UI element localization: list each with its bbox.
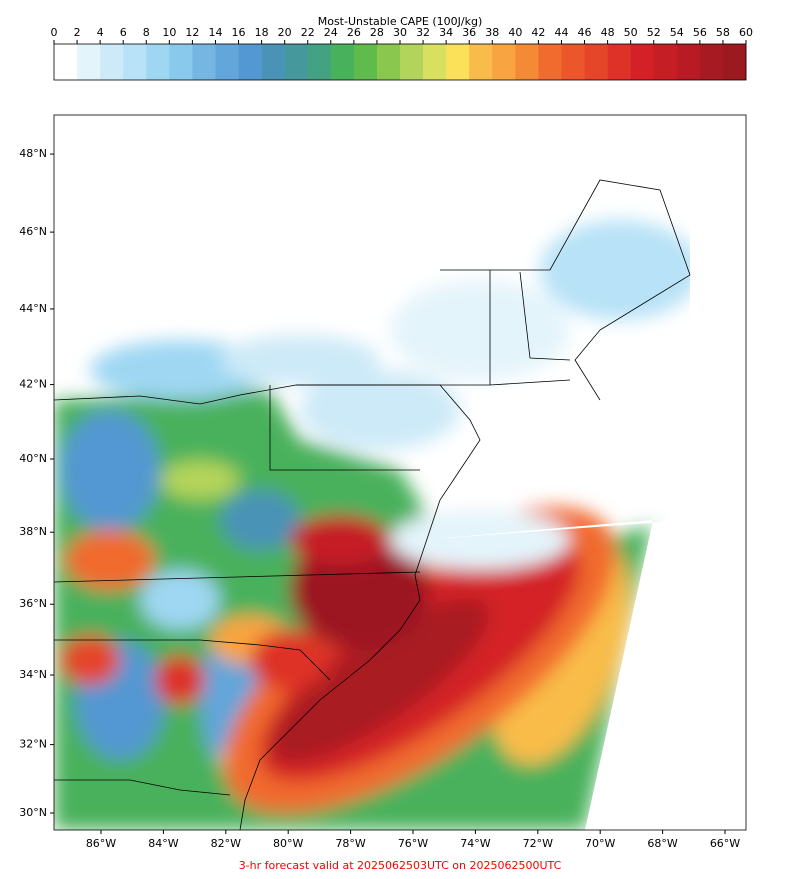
colorbar-segment xyxy=(192,44,216,80)
lon-tick-label: 82°W xyxy=(211,837,241,850)
colorbar-segment xyxy=(699,44,724,80)
colorbar-segment xyxy=(722,44,747,80)
colorbar-tick-label: 54 xyxy=(670,26,684,39)
lat-tick-label: 40°N xyxy=(19,452,47,465)
cape-field xyxy=(54,115,746,830)
colorbar-segment xyxy=(400,44,424,80)
colorbar-segment xyxy=(77,44,101,80)
colorbar-tick-label: 22 xyxy=(301,26,315,39)
colorbar-segment xyxy=(584,44,608,80)
colorbar-tick-label: 40 xyxy=(508,26,522,39)
lat-tick-label: 32°N xyxy=(19,738,47,751)
colorbar-tick-label: 36 xyxy=(462,26,476,39)
map-axes: 48°N 46°N 44°N 42°N 40°N 38°N 36°N 34°N 32°N 30°N… xyxy=(19,147,740,850)
lon-tick-label: 66°W xyxy=(710,837,740,850)
colorbar-tick-label: 42 xyxy=(531,26,545,39)
colorbar-segment xyxy=(561,44,585,80)
colorbar-segment xyxy=(515,44,539,80)
colorbar-tick-label: 44 xyxy=(554,26,568,39)
colorbar-tick-label: 18 xyxy=(255,26,269,39)
colorbar-segment xyxy=(446,44,470,80)
colorbar-tick-label: 28 xyxy=(370,26,384,39)
colorbar-segment xyxy=(238,44,262,80)
colorbar-segment xyxy=(376,44,401,80)
lon-tick-label: 68°W xyxy=(647,837,677,850)
colorbar-segment xyxy=(261,44,285,80)
colorbar: 0 2 4 6 8 10 12 14 16 18 20 22 24 26 28 30 32 34 36 38 40 42 4… xyxy=(51,26,753,80)
map-frame xyxy=(53,114,747,831)
colorbar-segment xyxy=(215,44,239,80)
lon-tick-label: 76°W xyxy=(398,837,428,850)
colorbar-tick-label: 48 xyxy=(601,26,615,39)
colorbar-tick-label: 6 xyxy=(120,26,127,39)
colorbar-frame xyxy=(53,43,747,81)
colorbar-segment xyxy=(469,44,493,80)
colorbar-tick-label: 0 xyxy=(51,26,58,39)
colorbar-tick-label: 34 xyxy=(439,26,453,39)
colorbar-segment xyxy=(123,44,147,80)
colorbar-tick-label: 58 xyxy=(716,26,730,39)
colorbar-tick-label: 52 xyxy=(647,26,661,39)
colorbar-segment xyxy=(423,44,447,80)
lat-tick-label: 44°N xyxy=(19,302,47,315)
colorbar-segment xyxy=(653,44,678,80)
colorbar-tick-label: 4 xyxy=(97,26,104,39)
lat-tick-label: 36°N xyxy=(19,597,47,610)
lon-tick-label: 80°W xyxy=(273,837,303,850)
colorbar-tick-label: 8 xyxy=(143,26,150,39)
colorbar-segment xyxy=(538,44,562,80)
colorbar-tick-label: 50 xyxy=(624,26,638,39)
lat-tick-label: 42°N xyxy=(19,378,47,391)
colorbar-tick-label: 14 xyxy=(208,26,222,39)
colorbar-segment xyxy=(630,44,655,80)
colorbar-segment xyxy=(307,44,332,80)
colorbar-segment xyxy=(100,44,124,80)
colorbar-segment xyxy=(330,44,355,80)
lon-tick-label: 70°W xyxy=(585,837,615,850)
lat-tick-label: 46°N xyxy=(19,225,47,238)
colorbar-segment xyxy=(492,44,516,80)
lat-tick-label: 34°N xyxy=(19,668,47,681)
forecast-footer: 3-hr forecast valid at 2025062503UTC on … xyxy=(239,859,562,872)
colorbar-tick-label: 20 xyxy=(278,26,292,39)
lon-tick-label: 86°W xyxy=(86,837,116,850)
colorbar-tick-label: 56 xyxy=(693,26,707,39)
colorbar-segment xyxy=(54,44,78,80)
colorbar-tick-label: 16 xyxy=(232,26,246,39)
colorbar-segment xyxy=(607,44,631,80)
colorbar-title: Most-Unstable CAPE (100J/kg) xyxy=(318,15,483,28)
colorbar-tick-label: 12 xyxy=(185,26,199,39)
colorbar-tick-label: 32 xyxy=(416,26,430,39)
lon-tick-label: 72°W xyxy=(523,837,553,850)
colorbar-segment xyxy=(284,44,309,80)
colorbar-tick-label: 10 xyxy=(162,26,176,39)
colorbar-segment xyxy=(146,44,170,80)
lon-tick-label: 84°W xyxy=(148,837,178,850)
lat-tick-label: 30°N xyxy=(19,806,47,819)
colorbar-tick-label: 26 xyxy=(347,26,361,39)
lon-tick-label: 74°W xyxy=(460,837,490,850)
colorbar-tick-label: 46 xyxy=(578,26,592,39)
colorbar-tick-label: 60 xyxy=(739,26,753,39)
colorbar-tick-label: 38 xyxy=(485,26,499,39)
colorbar-tick-label: 24 xyxy=(324,26,338,39)
colorbar-segment xyxy=(353,44,378,80)
colorbar-tick-label: 30 xyxy=(393,26,407,39)
colorbar-tick-label: 2 xyxy=(74,26,81,39)
colorbar-segment xyxy=(676,44,701,80)
lat-tick-label: 38°N xyxy=(19,525,47,538)
colorbar-segment xyxy=(169,44,193,80)
lat-tick-label: 48°N xyxy=(19,147,47,160)
lon-tick-label: 78°W xyxy=(335,837,365,850)
